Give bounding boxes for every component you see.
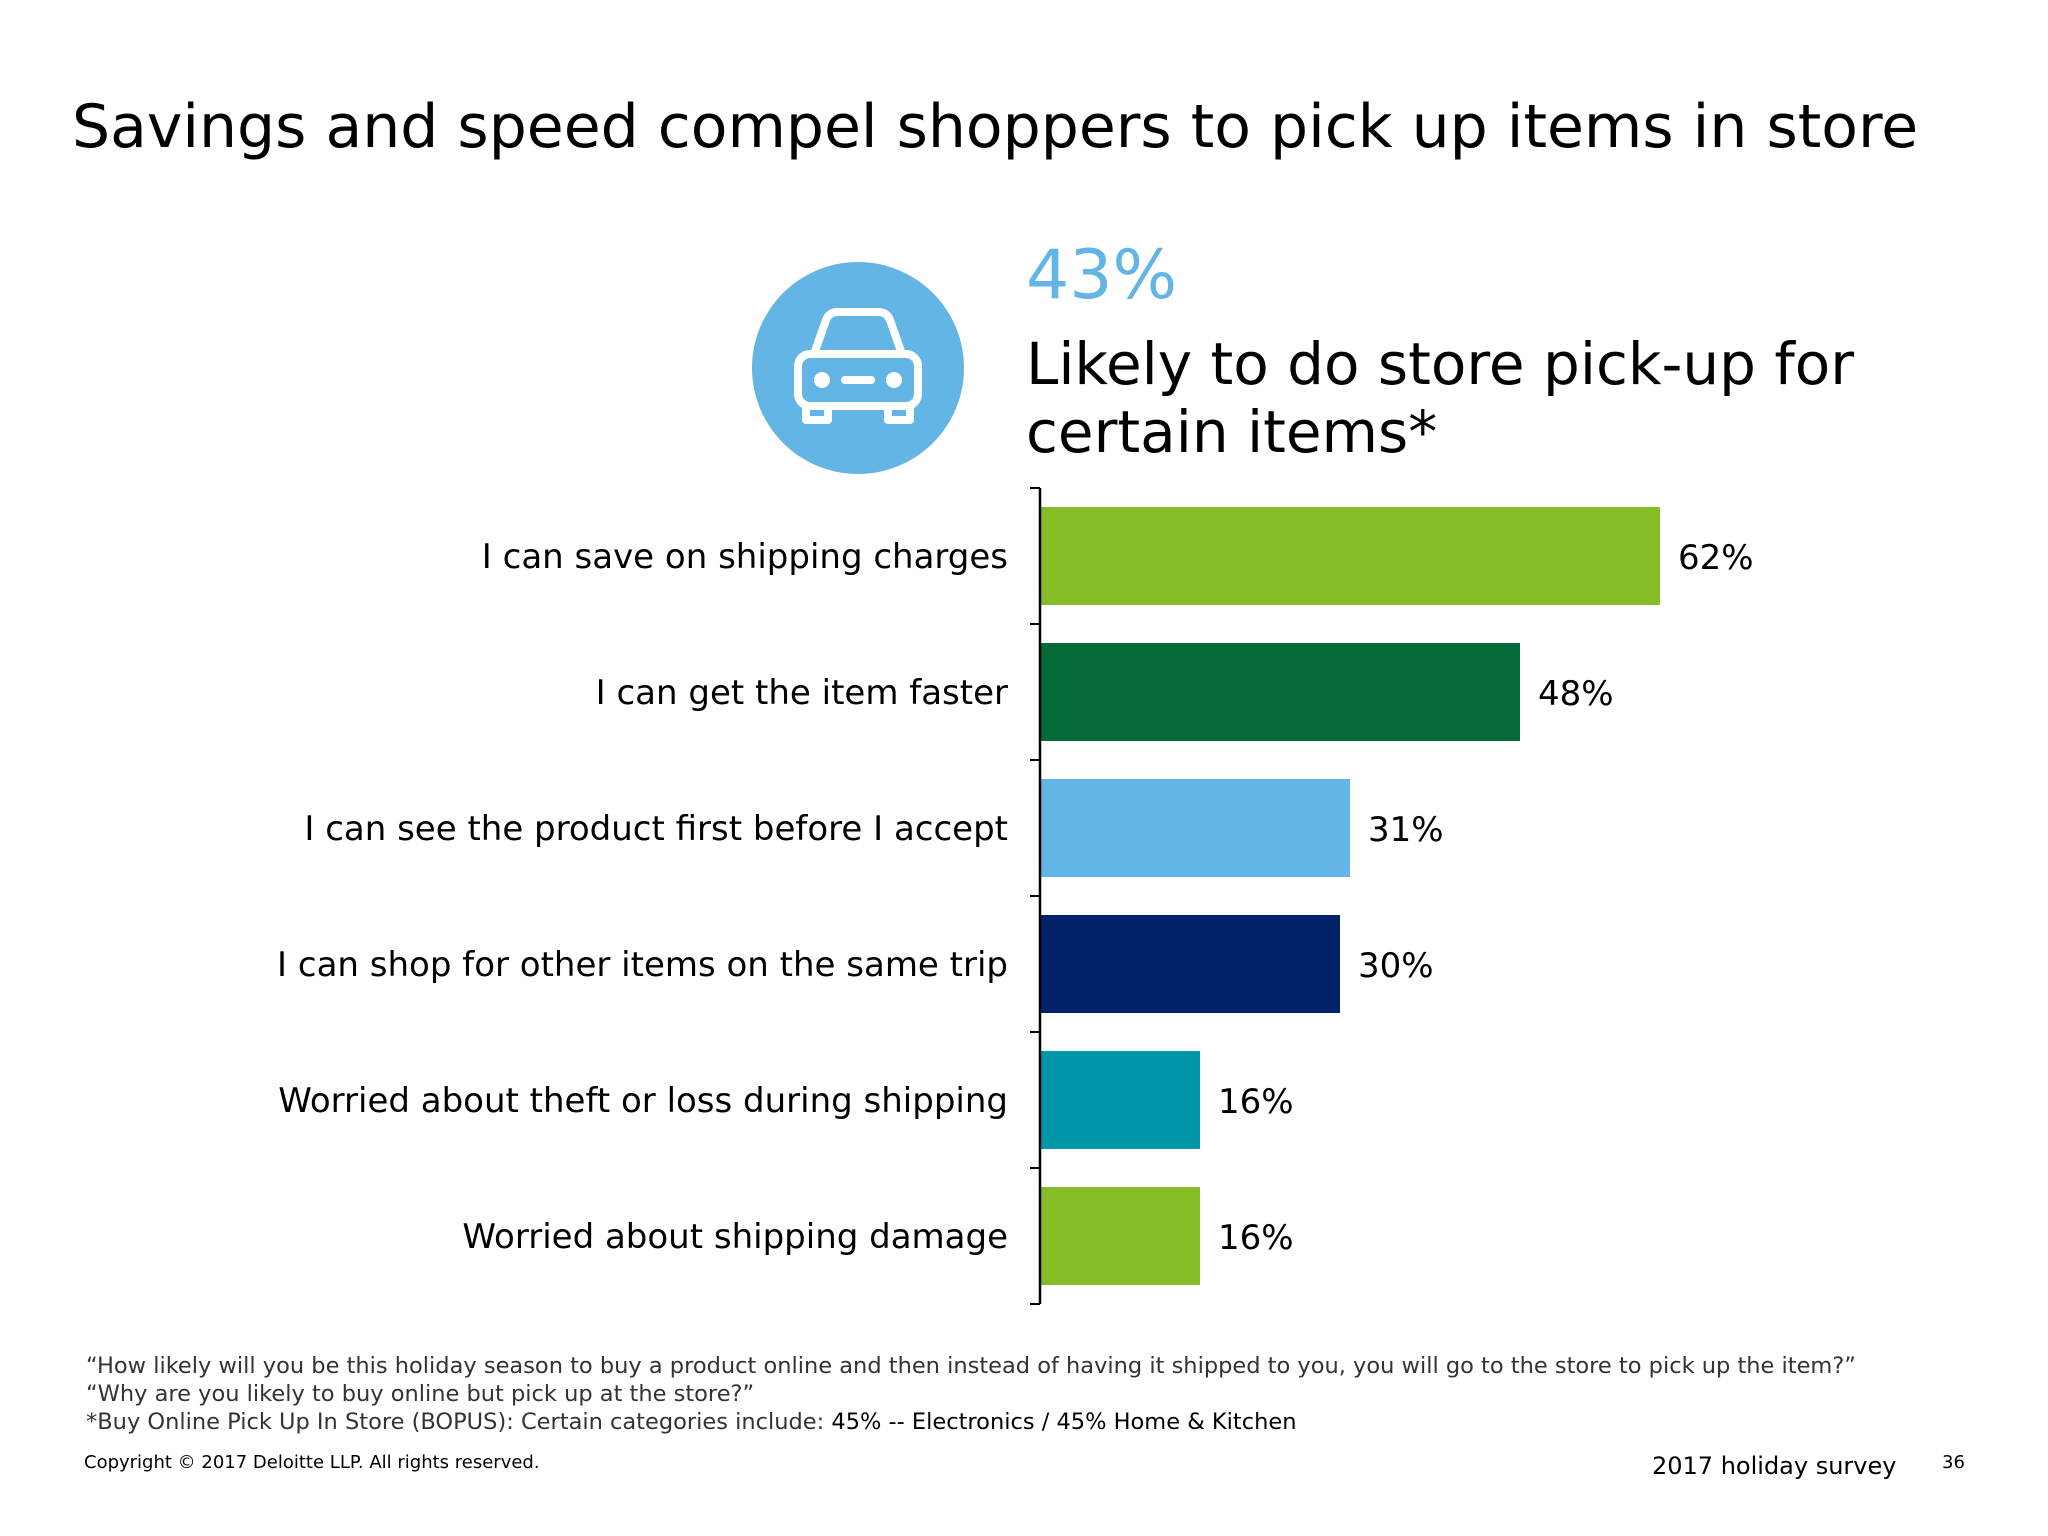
page-number: 36 [1942, 1452, 1965, 1473]
bar-chart: I can save on shipping charges 62% I can g… [277, 487, 1754, 1305]
value-label: 31% [1368, 810, 1444, 850]
category-label: I can get the item faster [596, 673, 1008, 713]
value-label: 30% [1358, 946, 1434, 986]
highlight-percentage: 43% [1026, 236, 1178, 315]
bopus-note: *Buy Online Pick Up In Store (BOPUS): Ce… [86, 1408, 1856, 1436]
bar [1040, 507, 1660, 605]
bar [1040, 1187, 1200, 1285]
copyright: Copyright © 2017 Deloitte LLP. All right… [84, 1452, 540, 1473]
value-label: 16% [1218, 1082, 1294, 1122]
category-label: Worried about shipping damage [462, 1217, 1008, 1257]
value-label: 16% [1218, 1218, 1294, 1258]
highlight-caption: Likely to do store pick-up for certain i… [1026, 330, 1855, 466]
category-label: I can save on shipping charges [482, 537, 1008, 577]
survey-question-2: “Why are you likely to buy online but pi… [86, 1381, 755, 1407]
car-icon-graphic [794, 308, 922, 424]
bopus-note-prefix: *Buy Online Pick Up In Store (BOPUS): Ce… [86, 1409, 832, 1435]
category-label: I can see the product first before I acc… [304, 809, 1008, 849]
footnotes: “How likely will you be this holiday sea… [86, 1352, 1856, 1436]
survey-name: 2017 holiday survey [1652, 1452, 1897, 1480]
bar [1040, 643, 1520, 741]
category-label: Worried about theft or loss during shipp… [278, 1081, 1008, 1121]
bar [1040, 915, 1340, 1013]
category-label: I can shop for other items on the same t… [277, 945, 1008, 985]
value-label: 62% [1678, 538, 1754, 578]
value-label: 48% [1538, 674, 1614, 714]
slide-title: Savings and speed compel shoppers to pic… [72, 92, 1919, 162]
bar [1040, 1051, 1200, 1149]
bopus-note-values: 45% -- Electronics / 45% Home & Kitchen [831, 1409, 1297, 1435]
survey-question-1: “How likely will you be this holiday sea… [86, 1353, 1856, 1379]
car-icon [752, 262, 964, 474]
bar [1040, 779, 1350, 877]
